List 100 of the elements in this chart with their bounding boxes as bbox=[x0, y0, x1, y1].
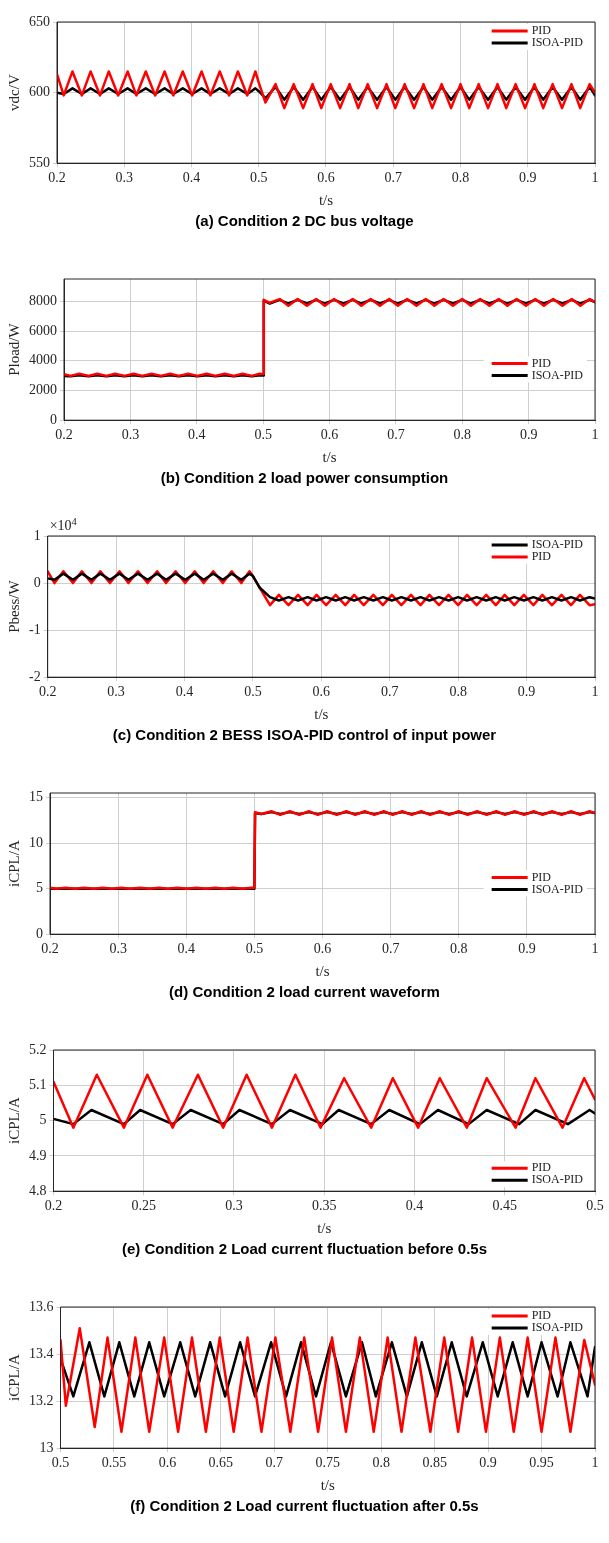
legend-label: ISOA-PID bbox=[531, 537, 584, 552]
x-tick-label: 0.8 bbox=[450, 941, 468, 957]
legend-label: PID bbox=[531, 549, 552, 564]
x-tick-label: 0.85 bbox=[422, 1455, 447, 1471]
x-tick-label: 0.9 bbox=[518, 941, 536, 957]
legend-label: PID bbox=[531, 355, 552, 370]
y-tick-label: 650 bbox=[29, 13, 50, 29]
y-tick-label: 13.4 bbox=[29, 1345, 54, 1361]
y-tick-label: 550 bbox=[29, 154, 50, 170]
text: (b) Condition 2 load power consumption bbox=[159, 469, 450, 488]
y-axis-title: Pbess/W bbox=[5, 579, 22, 633]
x-axis-title: t/s bbox=[318, 191, 334, 208]
x-tick-label: 1 bbox=[591, 684, 599, 700]
x-tick-label: 0.6 bbox=[313, 941, 332, 957]
x-tick-label: 0.65 bbox=[208, 1455, 234, 1471]
x-tick-label: 0.2 bbox=[55, 427, 73, 443]
x-axis-title: t/s bbox=[317, 1219, 332, 1236]
x-tick-label: 0.3 bbox=[115, 170, 133, 186]
text: (f) Condition 2 Load current fluctuation after 0.5s bbox=[129, 1497, 480, 1516]
y-axis-title: iCPL/A bbox=[5, 1354, 22, 1401]
x-tick-label: 0.25 bbox=[131, 1198, 156, 1214]
y-tick-label: 13 bbox=[39, 1439, 54, 1455]
y-tick-label: 4.9 bbox=[29, 1147, 47, 1163]
x-axis-title: t/s bbox=[315, 962, 330, 979]
y-tick-label: 0 bbox=[36, 925, 43, 941]
x-tick-label: 1 bbox=[591, 941, 599, 957]
x-tick-label: 0.4 bbox=[175, 684, 194, 700]
y-tick-label: 1 bbox=[33, 527, 41, 543]
y-tick-label: 13.2 bbox=[29, 1392, 54, 1408]
legend-label: ISOA-PID bbox=[531, 35, 584, 50]
y-tick-label: -2 bbox=[28, 668, 41, 684]
y-tick-label: 0 bbox=[50, 411, 57, 427]
x-tick-label: 0.2 bbox=[44, 1198, 63, 1214]
x-tick-label: 0.8 bbox=[449, 684, 467, 700]
x-tick-label: 0.2 bbox=[41, 941, 59, 957]
y-tick-label: 10 bbox=[29, 834, 43, 850]
y-tick-label: 8000 bbox=[29, 292, 57, 308]
text: (a) Condition 2 DC bus voltage bbox=[194, 212, 415, 231]
x-tick-label: 0.35 bbox=[312, 1198, 337, 1214]
x-tick-label: 0.4 bbox=[405, 1198, 424, 1214]
x-tick-label: 0.6 bbox=[312, 684, 331, 700]
legend-label: PID bbox=[531, 1160, 552, 1175]
x-tick-label: 0.55 bbox=[101, 1455, 127, 1471]
x-tick-label: 0.6 bbox=[317, 170, 335, 186]
x-tick-label: 0.9 bbox=[517, 684, 536, 700]
x-tick-label: 0.5 bbox=[245, 941, 264, 957]
x-tick-label: 0.6 bbox=[320, 427, 339, 443]
x-tick-label: 0.45 bbox=[492, 1198, 517, 1214]
x-tick-label: 0.9 bbox=[519, 170, 537, 186]
x-tick-label: 1 bbox=[591, 1455, 599, 1471]
y-tick-label: 0 bbox=[33, 574, 41, 590]
x-tick-label: 0.8 bbox=[372, 1455, 390, 1471]
y-axis-title: Pload/W bbox=[5, 322, 22, 376]
x-tick-label: 1 bbox=[591, 427, 599, 443]
y-axis-title: iCPL/A bbox=[5, 840, 22, 887]
x-tick-label: 0.9 bbox=[519, 427, 538, 443]
legend-label: ISOA-PID bbox=[531, 1320, 584, 1335]
legend-label: PID bbox=[531, 869, 552, 884]
x-axis-title: t/s bbox=[322, 448, 337, 465]
x-tick-label: 0.2 bbox=[38, 684, 57, 700]
x-tick-label: 0.7 bbox=[381, 941, 400, 957]
x-tick-label: 0.7 bbox=[387, 427, 405, 443]
x-tick-label: 1 bbox=[591, 170, 599, 186]
x-tick-label: 0.4 bbox=[177, 941, 195, 957]
y-tick-label: 4000 bbox=[29, 352, 57, 368]
y-tick-label: 5.2 bbox=[29, 1041, 47, 1057]
y-tick-label: 5 bbox=[36, 880, 43, 896]
x-tick-label: 0.3 bbox=[109, 941, 127, 957]
x-tick-label: 0.5 bbox=[250, 170, 268, 186]
text: (c) Condition 2 BESS ISOA-PID control of input power bbox=[111, 726, 498, 745]
y-axis-title: vdc/V bbox=[5, 74, 22, 111]
legend-label: ISOA-PID bbox=[531, 1172, 584, 1187]
text: (d) Condition 2 load current waveform bbox=[168, 983, 441, 1002]
x-tick-label: 0.5 bbox=[254, 427, 272, 443]
x-tick-label: 0.7 bbox=[381, 684, 399, 700]
legend-label: PID bbox=[531, 23, 552, 38]
x-tick-label: 0.5 bbox=[51, 1455, 70, 1471]
x-tick-label: 0.6 bbox=[158, 1455, 177, 1471]
x-tick-label: 0.2 bbox=[48, 170, 66, 186]
x-tick-label: 0.75 bbox=[315, 1455, 340, 1471]
y-tick-label: 15 bbox=[29, 789, 43, 805]
x-axis-title: t/s bbox=[314, 705, 329, 722]
y-tick-label: 2000 bbox=[29, 382, 57, 398]
legend-label: ISOA-PID bbox=[531, 881, 584, 896]
x-tick-label: 0.8 bbox=[453, 427, 471, 443]
y-tick-label: -1 bbox=[28, 621, 41, 637]
x-tick-label: 0.4 bbox=[188, 427, 206, 443]
x-tick-label: 0.9 bbox=[479, 1455, 497, 1471]
x-axis-title: t/s bbox=[320, 1476, 335, 1493]
y-tick-label: 5.1 bbox=[29, 1076, 47, 1092]
x-tick-label: 0.7 bbox=[384, 170, 402, 186]
y-tick-label: 600 bbox=[29, 84, 50, 100]
y-tick-label: 6000 bbox=[29, 322, 57, 338]
legend-label: ISOA-PID bbox=[531, 367, 584, 382]
x-tick-label: 0.5 bbox=[244, 684, 262, 700]
x-tick-label: 0.3 bbox=[107, 684, 125, 700]
y-tick-label: 13.6 bbox=[29, 1298, 54, 1314]
x-tick-label: 0.95 bbox=[529, 1455, 554, 1471]
legend-label: PID bbox=[531, 1308, 552, 1323]
x-tick-label: 0.3 bbox=[225, 1198, 243, 1214]
